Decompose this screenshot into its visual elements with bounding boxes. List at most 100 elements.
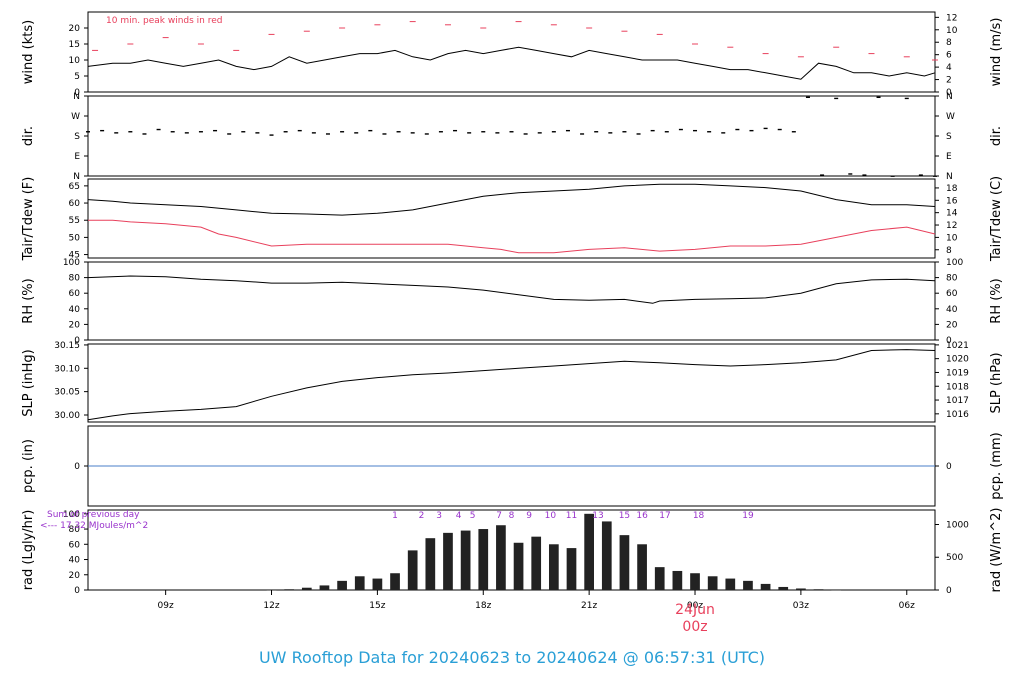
direction-mark — [424, 133, 429, 135]
y-tick-label-left: 40 — [69, 305, 81, 315]
y-tick-label-right: W — [946, 112, 955, 122]
radiation-bar — [707, 576, 718, 590]
solar-hour-label: 18 — [693, 511, 705, 521]
y-tick-label-left: 10 — [69, 56, 81, 66]
y-axis-label-right: SLP (hPa) — [989, 352, 1004, 413]
direction-mark — [100, 129, 105, 132]
y-axis-label-left: SLP (inHg) — [21, 349, 36, 417]
solar-hour-label: 4 — [456, 511, 462, 521]
direction-mark — [933, 175, 937, 177]
direction-mark — [890, 175, 895, 177]
y-tick-label-left: 100 — [63, 258, 80, 268]
direction-mark — [565, 129, 570, 132]
y-tick-label-right: 1019 — [946, 368, 969, 378]
y-tick-label-right: 60 — [946, 289, 958, 299]
y-tick-label-right: 1021 — [946, 341, 969, 351]
y-axis-label-right: pcp. (mm) — [989, 432, 1004, 499]
panel-frame — [87, 261, 936, 341]
y-tick-label-left: 20 — [69, 571, 81, 581]
y-tick-label-right: 12 — [946, 13, 957, 23]
y-tick-label-left: 20 — [69, 24, 81, 34]
direction-mark — [325, 133, 330, 135]
solar-hour-label: 5 — [470, 511, 476, 521]
direction-mark — [763, 127, 768, 130]
solar-hour-label: 8 — [509, 511, 515, 521]
direction-mark — [749, 129, 754, 132]
direction-mark — [438, 131, 443, 133]
panel-rh: RH (%) RH (%) 0 20 40 60 80 100 0 20 40 60 80 100 — [21, 258, 1004, 346]
radiation-bar — [513, 542, 524, 590]
series-line — [87, 183, 936, 216]
direction-mark — [876, 96, 881, 99]
direction-mark — [918, 174, 923, 176]
y-tick-label-left: E — [74, 152, 80, 162]
y-axis-label-left: dir. — [21, 126, 36, 146]
y-tick-label-right: 2 — [946, 76, 952, 86]
radiation-bar — [584, 513, 594, 590]
y-tick-label-left: 30.10 — [54, 364, 80, 374]
panel-dir: dir. dir.N NE ES SW WN N — [21, 92, 1004, 182]
x-tick-label: 09z — [158, 601, 174, 611]
direction-mark — [382, 133, 387, 135]
solar-hour-label: 9 — [526, 511, 532, 521]
x-tick-label: 03z — [793, 601, 809, 611]
y-tick-label-right: 18 — [946, 184, 958, 194]
x-tick-label: 15z — [369, 601, 385, 611]
y-tick-label-left: 0 — [74, 336, 80, 346]
series-line — [87, 275, 936, 304]
direction-mark — [664, 131, 669, 133]
y-tick-label-right: 500 — [946, 553, 963, 563]
x-tick-label: 12z — [263, 601, 279, 611]
radiation-bar — [725, 578, 736, 590]
panel-temp: Tair/Tdew (F) Tair/Tdew (C) 45 50 55 60 65 8 10 1… — [21, 176, 1004, 262]
y-tick-label-right: 0 — [946, 586, 952, 596]
direction-mark — [622, 131, 627, 133]
y-tick-label-left: 0 — [74, 586, 80, 596]
y-tick-label-left: 45 — [69, 251, 80, 261]
y-tick-label-right: S — [946, 132, 952, 142]
solar-hour-label: 10 — [545, 511, 557, 521]
direction-mark — [537, 132, 542, 134]
date-label: 24Jun — [675, 602, 715, 618]
direction-mark — [311, 132, 316, 134]
solar-hour-label: 13 — [592, 511, 603, 521]
direction-mark — [509, 131, 514, 133]
radiation-bar — [760, 583, 771, 590]
y-tick-label-right: 12 — [946, 221, 957, 231]
direction-mark — [862, 174, 867, 176]
radiation-bar — [284, 589, 295, 590]
direction-mark — [721, 132, 726, 134]
y-axis-label-left: wind (kts) — [21, 20, 36, 84]
wind-annotation: 10 min. peak winds in red — [106, 16, 223, 26]
panel-frame — [87, 509, 936, 591]
direction-mark — [481, 131, 486, 133]
direction-mark — [255, 132, 260, 134]
panel-pcp: pcp. (in) pcp. (mm) 0 0 — [21, 425, 1004, 507]
solar-hour-label: 1 — [392, 511, 398, 521]
solar-hour-label: 17 — [659, 511, 670, 521]
direction-mark — [650, 129, 655, 132]
direction-mark — [608, 132, 613, 134]
y-tick-label-right: 1018 — [946, 382, 969, 392]
radiation-bar — [425, 538, 436, 590]
direction-mark — [467, 132, 472, 134]
panel-frame — [87, 11, 936, 93]
y-axis-label-left: pcp. (in) — [21, 439, 36, 493]
y-tick-label-right: 6 — [946, 51, 952, 61]
radiation-bar — [407, 550, 418, 590]
y-tick-label-left: 15 — [69, 40, 80, 50]
y-axis-label-left: rad (Lgly/hr) — [21, 510, 36, 591]
y-tick-label-right: 100 — [946, 258, 963, 268]
panel-rad: rad (Lgly/hr) rad (W/m^2)0204060801000500… — [21, 508, 1004, 596]
y-axis-label-left: RH (%) — [21, 278, 36, 323]
direction-mark — [791, 131, 796, 133]
y-tick-label-left: N — [73, 92, 80, 102]
y-axis-label-left: Tair/Tdew (F) — [21, 177, 36, 262]
panel-frame — [87, 95, 936, 177]
radiation-bar — [496, 525, 506, 590]
direction-mark — [678, 128, 683, 131]
radiation-bar — [390, 573, 400, 590]
radiation-bar — [601, 521, 612, 590]
direction-mark — [170, 131, 175, 133]
y-tick-label-right: N — [946, 92, 953, 102]
